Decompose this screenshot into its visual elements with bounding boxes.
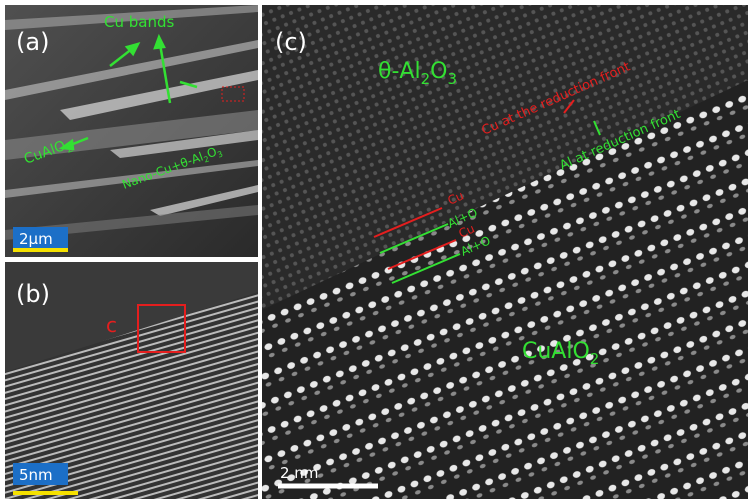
panel-label: (a) bbox=[16, 28, 49, 56]
page: {"panel_a": {"label": "(a)", "cu_bands":… bbox=[0, 0, 753, 504]
subscript: 2 bbox=[590, 350, 600, 368]
box-label: c bbox=[106, 313, 117, 337]
panel-c-image bbox=[262, 5, 748, 499]
scale-label: 5nm bbox=[19, 466, 53, 484]
figure: (a) Cu bands CuAlO2 Nano-Cu+θ-Al2O3 2μm … bbox=[0, 0, 753, 504]
scale-label: 2 nm bbox=[280, 464, 318, 482]
phase-label: CuAlO2 bbox=[522, 339, 599, 368]
phase-label: θ-Al2O3 bbox=[378, 59, 457, 88]
subscript: 2 bbox=[421, 70, 431, 88]
panel-label: (c) bbox=[275, 28, 307, 56]
text: O bbox=[430, 59, 447, 84]
text: θ-Al bbox=[378, 59, 421, 84]
subscript: 3 bbox=[447, 70, 457, 88]
annotation: Cu bands bbox=[104, 13, 174, 31]
scale-label: 2μm bbox=[19, 230, 53, 248]
text: CuAlO bbox=[522, 339, 590, 364]
panel-label: (b) bbox=[16, 280, 50, 308]
